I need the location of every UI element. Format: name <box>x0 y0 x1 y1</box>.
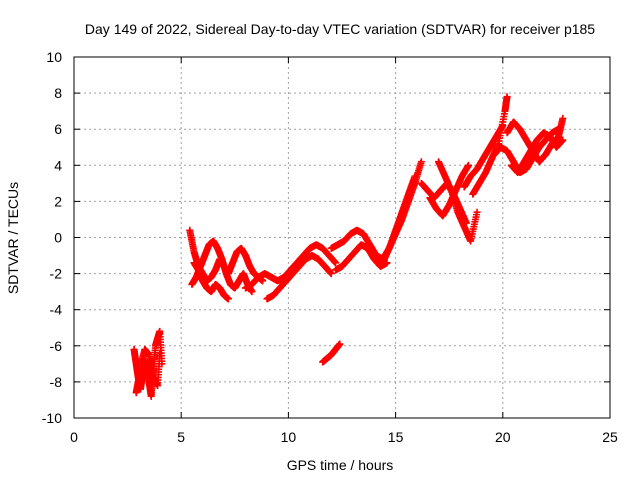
y-tick-label: 6 <box>54 121 62 137</box>
y-tick-label: -10 <box>42 410 62 426</box>
data-point <box>224 295 232 303</box>
data-point <box>336 340 344 348</box>
y-axis-ticks: -10 -8 -6 -4 -2 0 2 4 6 8 10 <box>42 49 610 426</box>
y-tick-label: 0 <box>54 230 62 246</box>
y-tick-label: -8 <box>50 374 63 390</box>
chart-title: Day 149 of 2022, Sidereal Day-to-day VTE… <box>85 21 595 37</box>
data-points <box>130 93 567 400</box>
y-tick-label: -4 <box>50 302 63 318</box>
y-tick-label: 4 <box>54 157 62 173</box>
y-tick-label: 8 <box>54 85 62 101</box>
x-tick-label: 15 <box>388 429 404 445</box>
data-point <box>464 161 472 169</box>
data-point <box>559 114 567 122</box>
y-tick-label: 2 <box>54 193 62 209</box>
y-tick-label: 10 <box>46 49 62 65</box>
x-tick-label: 0 <box>70 429 78 445</box>
data-point <box>555 125 563 133</box>
data-point <box>156 349 164 357</box>
data-point <box>503 93 511 101</box>
x-tick-label: 5 <box>177 429 185 445</box>
data-point <box>332 259 340 267</box>
x-tick-label: 25 <box>602 429 618 445</box>
y-tick-label: -2 <box>50 266 63 282</box>
x-axis-ticks: 0 5 10 15 20 25 <box>70 57 618 445</box>
data-point <box>248 288 256 296</box>
data-point <box>559 136 567 144</box>
data-point <box>417 158 425 166</box>
x-tick-label: 10 <box>281 429 297 445</box>
x-tick-label: 20 <box>495 429 511 445</box>
data-point <box>327 270 335 278</box>
y-axis-label: SDTVAR / TECUs <box>5 182 21 294</box>
y-tick-label: -6 <box>50 338 63 354</box>
data-point <box>473 208 481 216</box>
x-axis-label: GPS time / hours <box>287 457 394 473</box>
